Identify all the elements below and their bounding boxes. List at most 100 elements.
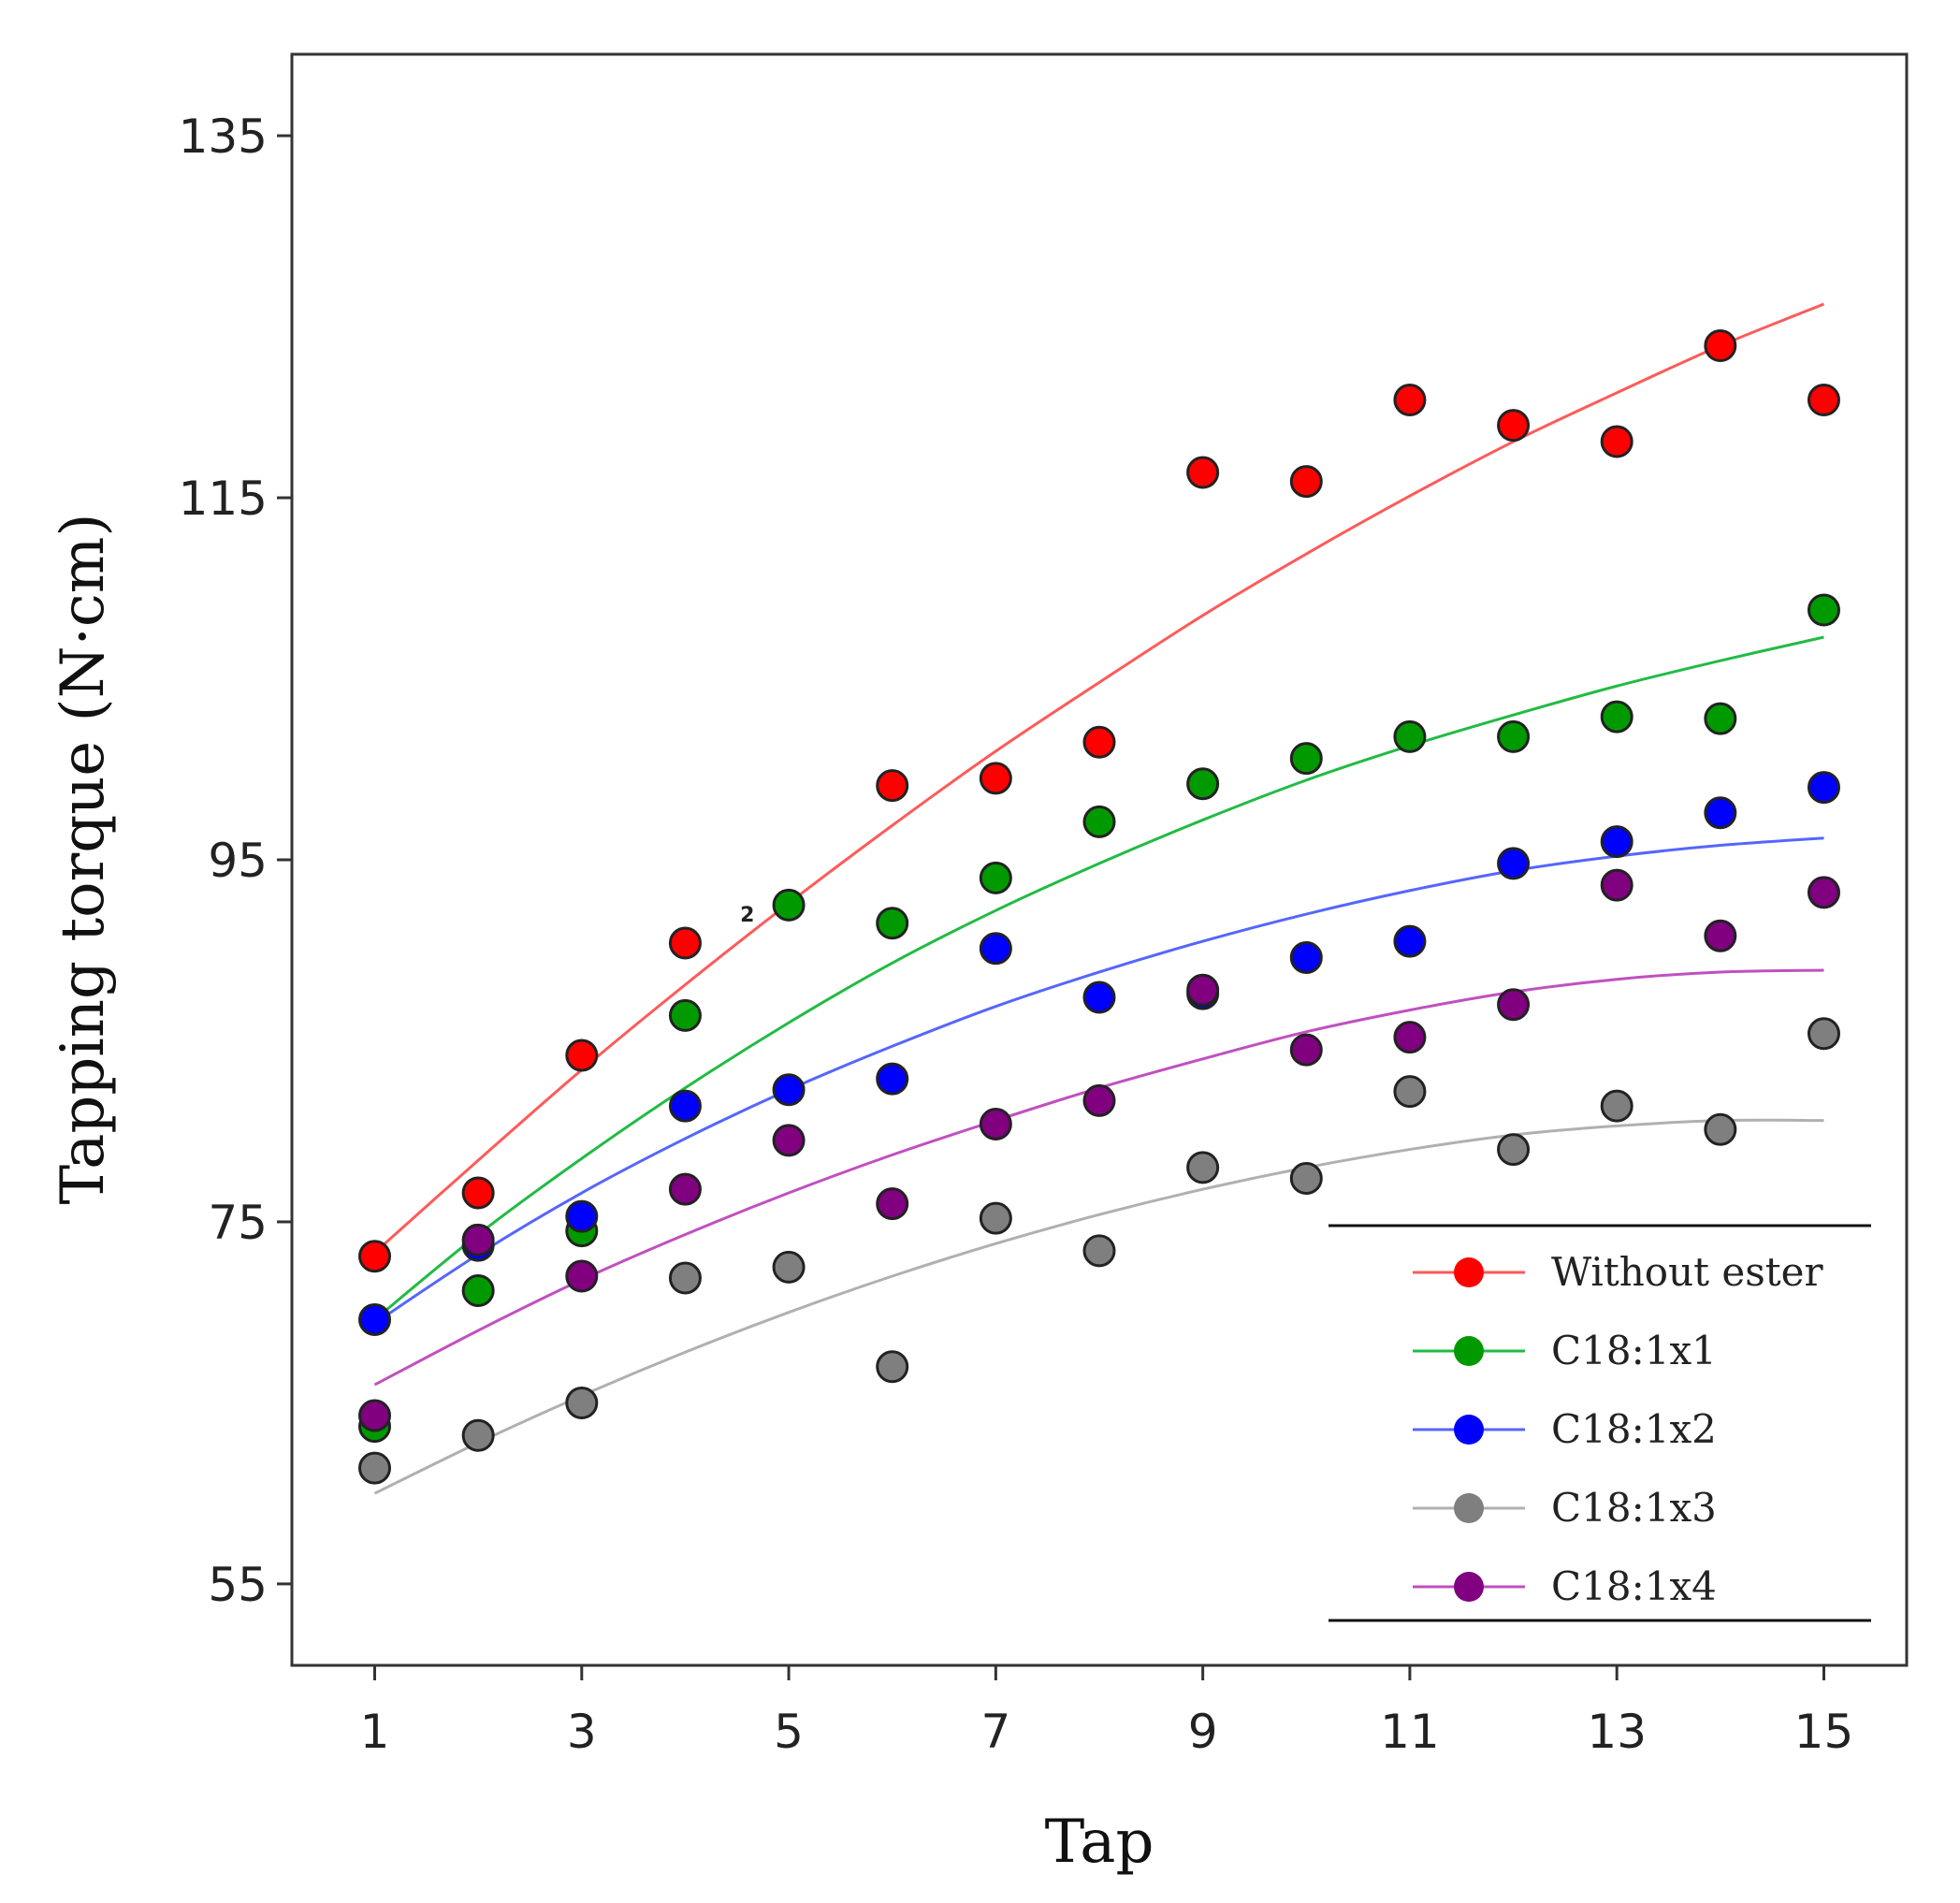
data-point-series-3 xyxy=(1393,1075,1427,1109)
y-tick-label: 95 xyxy=(208,834,268,888)
data-points-layer xyxy=(358,329,1840,1485)
data-point-series-4 xyxy=(876,1187,909,1221)
y-tick-label: 75 xyxy=(208,1196,268,1250)
data-point-series-4 xyxy=(1704,919,1737,952)
data-point-series-4 xyxy=(1289,1033,1323,1067)
data-point-series-2 xyxy=(772,1073,806,1107)
data-point-series-3 xyxy=(1289,1162,1323,1196)
data-point-series-1 xyxy=(979,861,1012,894)
y-axis-title: Tapping torque (N·cm) xyxy=(49,514,118,1205)
fit-curves-layer xyxy=(373,302,1825,1495)
data-point-series-4 xyxy=(668,1172,702,1206)
data-point-series-0 xyxy=(668,926,702,960)
data-point-series-3 xyxy=(772,1250,806,1284)
legend-label-2: C18:1x2 xyxy=(1551,1406,1717,1452)
data-point-series-3 xyxy=(1497,1133,1531,1167)
data-point-series-2 xyxy=(565,1199,599,1233)
data-point-series-0 xyxy=(1393,384,1427,417)
data-point-series-0 xyxy=(1082,725,1116,759)
data-point-series-1 xyxy=(1704,702,1737,735)
data-point-series-1 xyxy=(1186,767,1220,801)
data-point-series-0 xyxy=(358,1240,392,1273)
data-point-series-0 xyxy=(1289,465,1323,499)
data-point-series-0 xyxy=(1704,329,1737,363)
data-point-series-1 xyxy=(1807,593,1840,627)
y-tick-label: 55 xyxy=(208,1558,268,1612)
data-point-series-2 xyxy=(876,1062,909,1096)
x-tick-label: 7 xyxy=(980,1705,1010,1759)
data-point-series-3 xyxy=(358,1451,392,1485)
data-point-series-0 xyxy=(1600,425,1633,458)
data-point-series-1 xyxy=(1289,742,1323,776)
fit-curve-series-3 xyxy=(373,1118,1824,1495)
data-point-series-4 xyxy=(1393,1021,1427,1054)
data-point-series-1 xyxy=(876,907,909,940)
data-point-series-3 xyxy=(1082,1234,1116,1268)
data-point-series-3 xyxy=(1807,1017,1840,1051)
data-point-series-2 xyxy=(1393,924,1427,958)
data-point-series-0 xyxy=(1807,384,1840,417)
data-point-series-0 xyxy=(979,762,1012,795)
data-point-series-4 xyxy=(358,1399,392,1432)
data-point-series-3 xyxy=(1186,1151,1220,1184)
data-point-series-4 xyxy=(1807,876,1840,909)
data-point-series-2 xyxy=(1082,981,1116,1014)
legend-marker-2 xyxy=(1454,1415,1484,1445)
fit-curve-series-2 xyxy=(373,836,1824,1325)
data-point-series-3 xyxy=(876,1350,909,1384)
stray-annotation: 2 xyxy=(740,904,754,927)
data-point-series-3 xyxy=(565,1386,599,1419)
x-tick-label: 9 xyxy=(1188,1705,1218,1759)
data-point-series-2 xyxy=(1807,771,1840,805)
data-point-series-2 xyxy=(979,932,1012,966)
data-point-series-4 xyxy=(772,1124,806,1157)
plot-frame xyxy=(290,52,1909,1667)
x-axis-title: Tap xyxy=(1045,1808,1154,1877)
x-tick-label: 11 xyxy=(1380,1705,1440,1759)
data-point-series-2 xyxy=(1289,940,1323,974)
data-point-series-4 xyxy=(461,1223,495,1257)
data-point-series-0 xyxy=(1497,409,1531,443)
fit-curve-series-4 xyxy=(373,968,1824,1387)
data-point-series-3 xyxy=(979,1201,1012,1235)
x-tick-label: 1 xyxy=(360,1705,390,1759)
data-point-series-3 xyxy=(668,1261,702,1295)
data-point-series-1 xyxy=(772,888,806,922)
fit-curve-series-1 xyxy=(373,635,1824,1321)
data-point-series-1 xyxy=(1497,719,1531,753)
data-point-series-2 xyxy=(1600,825,1633,859)
x-tick-label: 13 xyxy=(1587,1705,1647,1759)
legend-marker-0 xyxy=(1454,1257,1484,1287)
data-point-series-2 xyxy=(1704,796,1737,830)
data-point-series-0 xyxy=(461,1176,495,1210)
legend-label-0: Without ester xyxy=(1551,1249,1823,1295)
legend-label-3: C18:1x3 xyxy=(1551,1485,1717,1531)
data-point-series-4 xyxy=(1497,988,1531,1022)
data-point-series-3 xyxy=(1600,1089,1633,1123)
data-point-series-2 xyxy=(358,1302,392,1336)
data-point-series-4 xyxy=(565,1259,599,1293)
data-point-series-4 xyxy=(1082,1083,1116,1117)
data-point-series-2 xyxy=(1497,847,1531,880)
legend-marker-1 xyxy=(1454,1336,1484,1366)
data-point-series-1 xyxy=(461,1273,495,1307)
data-point-series-0 xyxy=(565,1039,599,1072)
data-point-series-0 xyxy=(1186,456,1220,489)
y-tick-label: 135 xyxy=(179,109,268,164)
legend: Without ester C18:1x1 C18:1x2 C18:1x3 C18:1x… xyxy=(1328,1224,1871,1622)
x-tick-label: 15 xyxy=(1794,1705,1854,1759)
data-point-series-3 xyxy=(461,1418,495,1452)
data-point-series-4 xyxy=(1186,973,1220,1007)
data-point-series-1 xyxy=(1393,719,1427,753)
data-point-series-3 xyxy=(1704,1112,1737,1146)
data-point-series-2 xyxy=(668,1089,702,1123)
data-point-series-4 xyxy=(979,1107,1012,1140)
x-tick-label: 3 xyxy=(567,1705,597,1759)
data-point-series-1 xyxy=(1600,700,1633,734)
y-tick-label: 115 xyxy=(179,472,268,526)
legend-label-4: C18:1x4 xyxy=(1551,1563,1717,1609)
x-tick-label: 5 xyxy=(774,1705,804,1759)
data-point-series-0 xyxy=(876,769,909,803)
